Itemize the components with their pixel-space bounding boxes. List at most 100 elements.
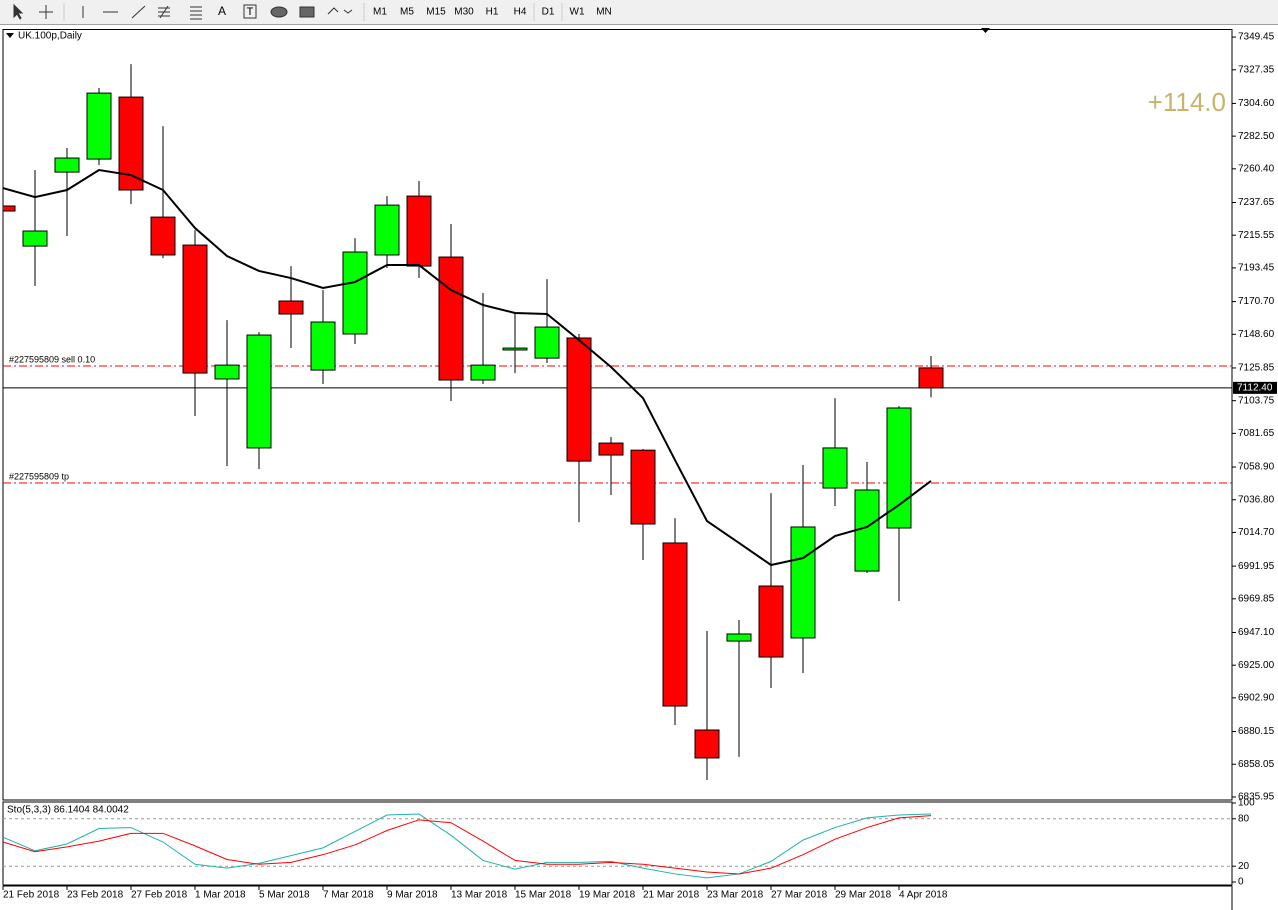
y-tick-label: 7170.70 [1238, 296, 1275, 307]
candle-body [342, 251, 368, 335]
y-tick-label: 6835.95 [1238, 792, 1275, 803]
y-tick-label: 7193.45 [1238, 263, 1275, 274]
candle-body [726, 633, 752, 642]
trendline-icon[interactable] [131, 5, 146, 19]
candle-body [694, 729, 720, 759]
x-tick-label: 23 Mar 2018 [707, 890, 764, 901]
label-icon-text: T [247, 6, 254, 18]
y-tick-label: 7148.60 [1238, 329, 1275, 340]
candle-body [598, 442, 624, 456]
price-tag [1233, 381, 1277, 394]
candle-body [182, 244, 208, 374]
candle-body [310, 321, 336, 371]
y-tick-label: 7058.90 [1238, 462, 1275, 473]
candle-body [374, 204, 400, 256]
x-tick-label: 19 Mar 2018 [579, 890, 636, 901]
candle-body [854, 489, 880, 572]
candle-body [438, 256, 464, 381]
y-tick-label: 6991.95 [1238, 561, 1275, 572]
x-tick-label: 21 Mar 2018 [643, 890, 700, 901]
y-tick-label: 80 [1238, 813, 1250, 824]
y-tick-label: 6947.10 [1238, 627, 1275, 638]
candle-body [22, 230, 48, 247]
order-line-label: #227595809 tp [9, 471, 69, 481]
y-tick-label: 6902.90 [1238, 693, 1275, 704]
x-tick-label: 5 Mar 2018 [259, 890, 310, 901]
text-tool[interactable]: A [218, 4, 226, 18]
moving-average [3, 168, 932, 567]
timeframe-button[interactable]: M5 [400, 7, 414, 18]
y-tick-label: 100 [1238, 798, 1255, 809]
y-tick-label: 7014.70 [1238, 527, 1275, 538]
y-tick-label: 0 [1238, 877, 1244, 888]
candle-body [406, 195, 432, 267]
crosshair-icon[interactable] [39, 5, 53, 19]
chart-title: UK.100p,Daily [18, 31, 82, 42]
plot-area [3, 64, 1232, 781]
stoch-panel-frame [2, 801, 1233, 886]
y-tick-label: 7036.80 [1238, 494, 1275, 505]
label-icon[interactable] [243, 4, 257, 19]
rect-icon[interactable] [299, 6, 315, 18]
candle-body [534, 326, 560, 359]
y-tick-label: 7237.65 [1238, 197, 1275, 208]
y-tick-label: 6925.00 [1238, 660, 1275, 671]
candle-body [566, 337, 592, 462]
candle-body [246, 334, 272, 449]
timeframe-button[interactable]: H4 [514, 7, 527, 18]
fibo-icon[interactable] [190, 6, 202, 20]
y-tick-label: 7103.75 [1238, 395, 1275, 406]
timeframe-button[interactable]: M30 [454, 7, 474, 18]
cursor-icon[interactable] [13, 3, 24, 20]
channel-icon[interactable] [158, 5, 170, 19]
candle-body [86, 92, 112, 160]
timeframe-button[interactable]: D1 [542, 7, 555, 18]
shift-marker [981, 28, 990, 33]
candle-body [150, 216, 176, 256]
stoch-line [2, 815, 932, 875]
x-tick-label: 4 Apr 2018 [899, 890, 948, 901]
candle-body [54, 157, 80, 173]
profit-annotation: +114.0 [1148, 87, 1226, 117]
price-tag-label: 7112.40 [1237, 383, 1273, 394]
y-tick-label: 7304.60 [1238, 98, 1275, 109]
y-tick-label: 7260.40 [1238, 163, 1275, 174]
timeframe-button[interactable]: MN [596, 7, 612, 18]
toolbar [0, 0, 1278, 24]
x-tick-label: 7 Mar 2018 [323, 890, 374, 901]
timeframe-button[interactable]: M1 [373, 7, 387, 18]
candle-body [918, 367, 944, 389]
candle-body [822, 447, 848, 489]
y-tick-label: 6858.05 [1238, 759, 1275, 770]
x-tick-label: 15 Mar 2018 [515, 890, 572, 901]
y-tick-label: 7081.65 [1238, 428, 1275, 439]
candle-body [886, 407, 912, 529]
x-tick-label: 9 Mar 2018 [387, 890, 438, 901]
x-tick-label: 27 Feb 2018 [131, 890, 188, 901]
x-tick-label: 21 Feb 2018 [3, 890, 60, 901]
x-tick-label: 13 Mar 2018 [451, 890, 508, 901]
y-tick-label: 7125.85 [1238, 363, 1275, 374]
x-tick-label: 1 Mar 2018 [195, 890, 246, 901]
y-tick-label: 7327.35 [1238, 64, 1275, 75]
x-tick-label: 27 Mar 2018 [771, 890, 828, 901]
y-tick-label: 6969.85 [1238, 593, 1275, 604]
candle-body [3, 205, 16, 212]
symbol-menu-arrow[interactable] [6, 33, 14, 38]
timeframe-button[interactable]: H1 [486, 7, 499, 18]
timeframe-button[interactable]: M15 [426, 7, 446, 18]
arrows-icon[interactable] [327, 7, 353, 15]
candle-body [630, 449, 656, 525]
timeframe-button[interactable]: W1 [570, 7, 585, 18]
candle-body [790, 526, 816, 639]
x-tick-label: 23 Feb 2018 [67, 890, 124, 901]
ellipse-icon[interactable] [270, 6, 288, 18]
stoch-line [2, 813, 932, 879]
y-tick-label: 7282.50 [1238, 131, 1275, 142]
stoch-title: Sto(5,3,3) 86.1404 84.0042 [7, 805, 129, 816]
candle-body [758, 585, 784, 658]
tool-icons: T [13, 3, 365, 21]
candle-body [662, 542, 688, 707]
